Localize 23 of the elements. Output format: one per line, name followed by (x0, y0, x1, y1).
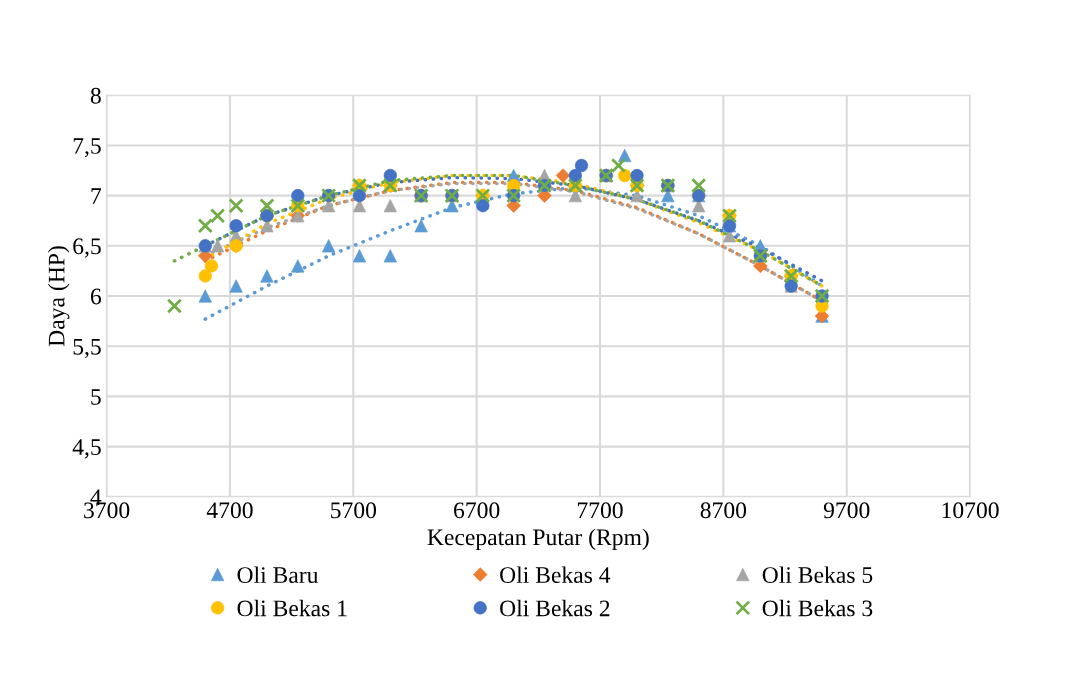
y-tick-label: 7 (91, 188, 102, 204)
x-tick-label: 9700 (823, 502, 870, 519)
x-tick-label: 10700 (942, 502, 999, 519)
y-tick-label: 8 (90, 87, 101, 104)
y-tick-label: 6 (90, 288, 102, 305)
x-tick-label: 4700 (206, 502, 253, 519)
y-axis-title: Daya (HP) (47, 246, 70, 347)
legend-label: Oli Bekas 1 (237, 599, 347, 617)
y-tick-label: 6,5 (73, 238, 101, 258)
legend-label: Oli Bekas 5 (762, 566, 873, 583)
y-tick-label: 5,5 (73, 338, 101, 359)
legend-label: Oli Bekas 2 (500, 599, 610, 617)
x-tick-label: 8700 (700, 502, 747, 519)
x-tick-label: 5700 (331, 502, 377, 519)
legend-label: Oli Baru (237, 566, 319, 583)
x-axis-title: Kecepatan Putar (Rpm) (427, 528, 649, 551)
y-tick-label: 5 (91, 389, 101, 405)
legend-label: Oli Bekas 3 (762, 599, 873, 617)
x-tick-label: 6700 (454, 502, 500, 519)
y-tick-label: 7,5 (73, 138, 101, 158)
legend-label: Oli Bekas 4 (500, 566, 611, 583)
x-tick-label: 7700 (577, 502, 623, 519)
y-tick-label: 4,5 (72, 439, 101, 459)
